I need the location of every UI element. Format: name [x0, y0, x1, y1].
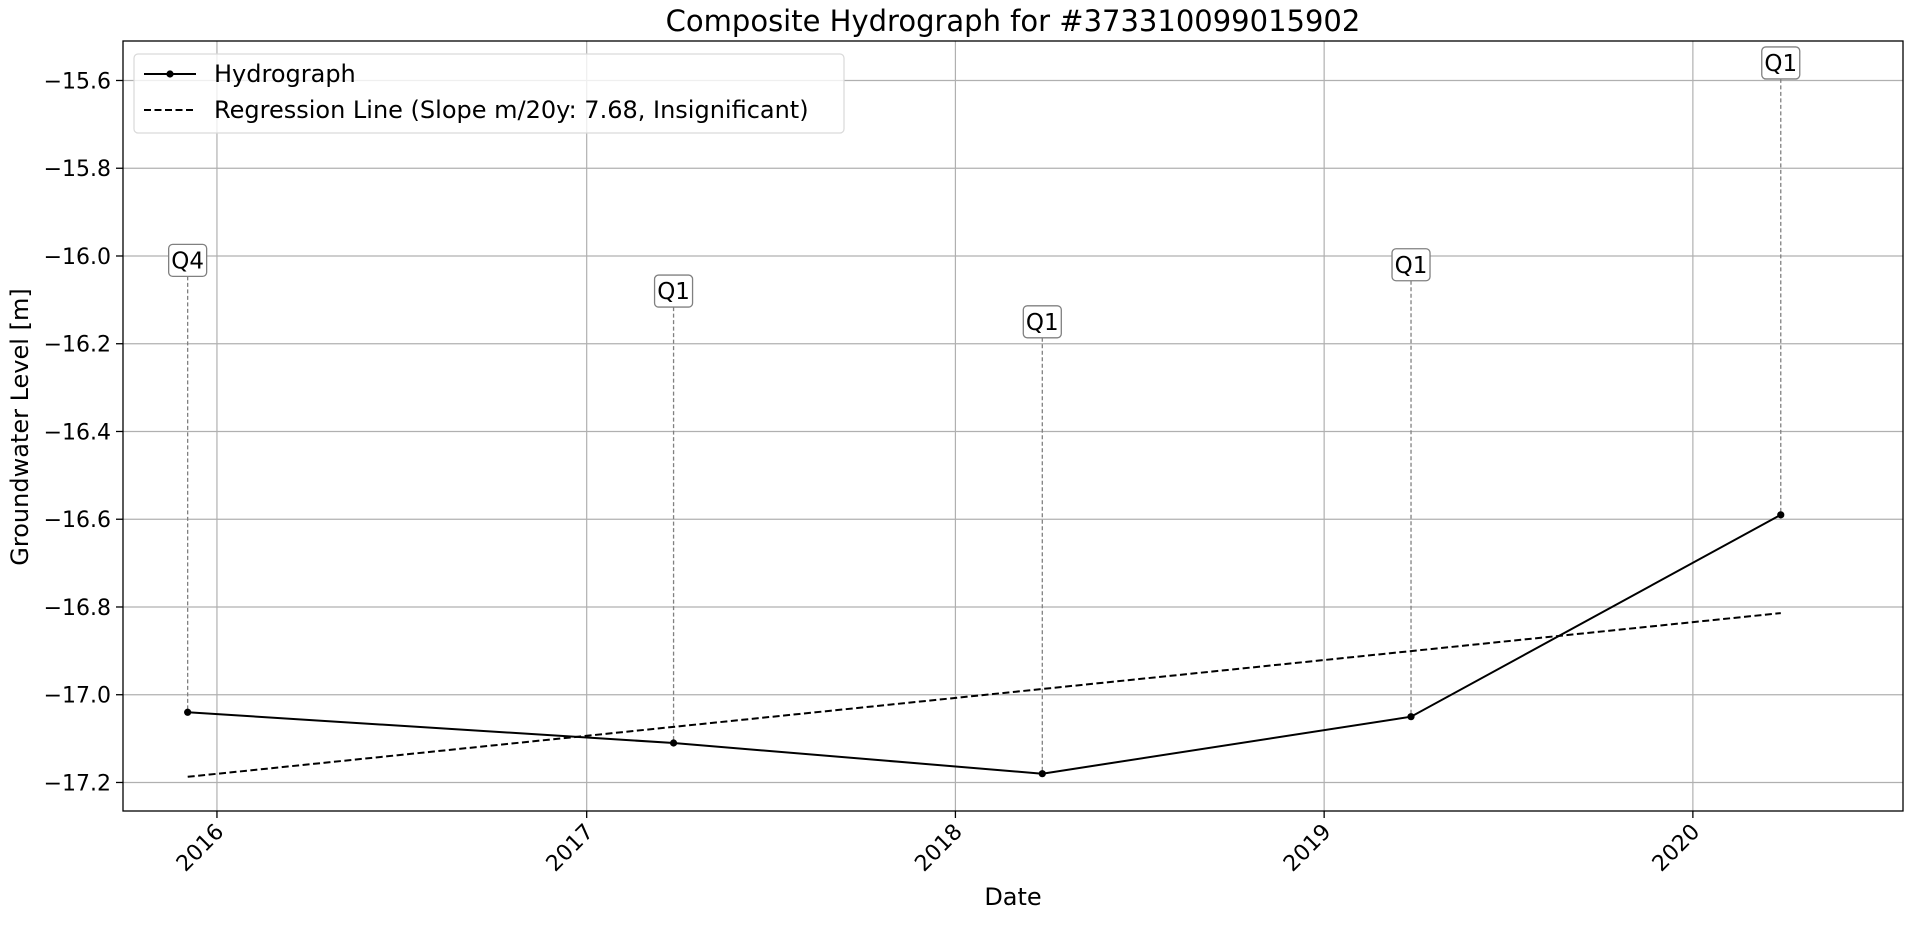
hydrograph-point — [1038, 770, 1046, 778]
y-axis-label: Groundwater Level [m] — [6, 288, 34, 565]
quarter-annotation: Q1 — [1022, 305, 1062, 339]
legend-hydrograph-marker-icon — [166, 70, 174, 78]
x-axis-label: Date — [984, 883, 1041, 911]
annotation-box — [653, 274, 694, 308]
x-tick-label: 2016 — [172, 820, 229, 877]
annotation-label: Q1 — [1764, 51, 1797, 77]
hydrograph-line — [187, 513, 1782, 775]
y-tick-label: −17.2 — [44, 771, 111, 796]
x-tick-label: 2017 — [542, 820, 599, 877]
annotation-lines — [187, 78, 1782, 774]
y-tick-label: −15.6 — [44, 69, 111, 94]
annotation-labels: Q4 Q1 Q1 Q1 Q1 — [168, 46, 1801, 339]
annotation-label: Q1 — [1026, 310, 1059, 336]
annotation-box — [1391, 248, 1431, 282]
plot-area-frame — [122, 40, 1904, 812]
annotation-box — [1761, 46, 1801, 80]
quarter-annotation: Q1 — [1391, 248, 1431, 282]
legend-label-hydrograph: Hydrograph — [214, 60, 356, 88]
y-tick-label: −16.0 — [44, 245, 111, 270]
x-tick-label: 2020 — [1648, 820, 1705, 877]
annotation-box — [168, 243, 208, 278]
hydrograph-point — [669, 739, 678, 747]
x-tick-label: 2019 — [1279, 820, 1336, 877]
y-tick-label: −16.8 — [44, 596, 111, 621]
y-tick-label: −15.8 — [44, 157, 111, 182]
grid-layer — [123, 41, 1903, 811]
chart-title: Composite Hydrograph for #37331009901590… — [666, 4, 1361, 38]
legend-label-regression: Regression Line (Slope m/20y: 7.68, Insi… — [214, 96, 809, 124]
quarter-annotation: Q1 — [1761, 46, 1801, 80]
axis-ticks: −15.6 −15.8 −16.0 −16.2 −16.4 −16.6 −16.8 −17.0… — [44, 69, 1706, 876]
hydrograph-point — [1777, 511, 1785, 519]
series-layer — [184, 511, 1785, 778]
y-tick-label: −16.2 — [44, 333, 111, 358]
hydrograph-point — [184, 708, 192, 716]
quarter-annotation: Q1 — [653, 274, 694, 308]
annotation-label: Q1 — [657, 279, 690, 305]
annotation-label: Q4 — [171, 248, 204, 274]
regression-line — [187, 612, 1781, 778]
y-tick-label: −16.6 — [44, 508, 111, 533]
legend-box — [133, 53, 845, 134]
x-tick-label: 2018 — [910, 820, 967, 877]
y-tick-label: −16.4 — [44, 420, 111, 445]
y-tick-label: −17.0 — [44, 684, 111, 709]
hydrograph-point — [1407, 713, 1415, 721]
legend: Hydrograph Regression Line (Slope m/20y:… — [133, 53, 845, 134]
annotation-box — [1022, 305, 1062, 339]
annotation-label: Q1 — [1395, 253, 1428, 279]
quarter-annotation: Q4 — [168, 243, 208, 278]
